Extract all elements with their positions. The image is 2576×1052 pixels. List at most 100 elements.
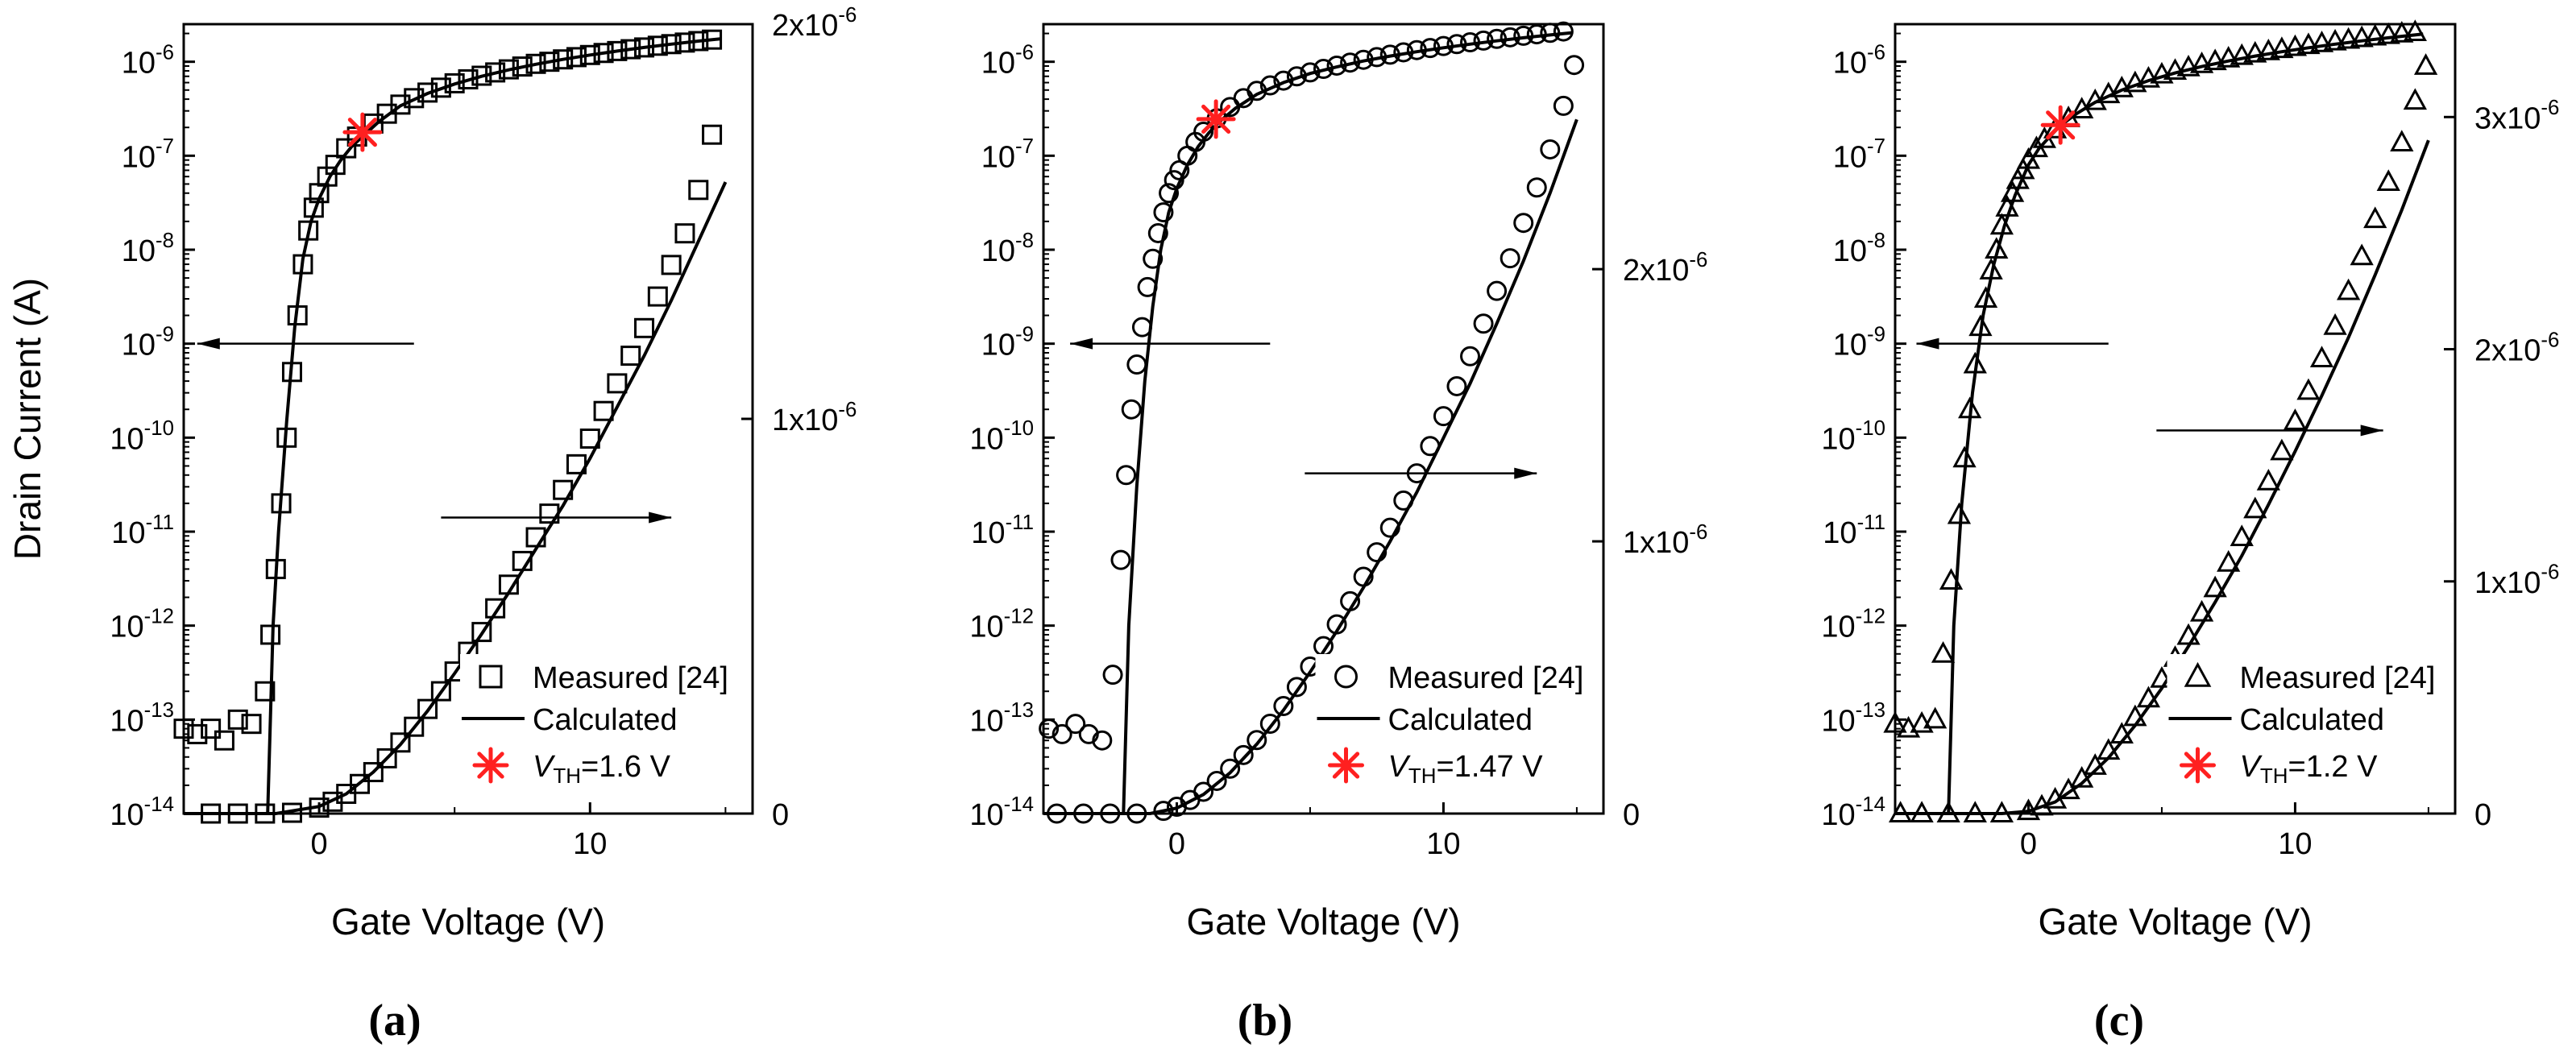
data-point bbox=[593, 400, 614, 421]
left-axis-arrow bbox=[1916, 338, 2109, 350]
legend-calculated-label: Calculated bbox=[533, 703, 678, 737]
legend-vth-label: VTH=1.2 V bbox=[2240, 750, 2379, 788]
data-point bbox=[688, 180, 709, 201]
data-point bbox=[2390, 21, 2414, 43]
data-point bbox=[2296, 378, 2321, 400]
legend: Measured [24] Calculated VTH=1.2 V bbox=[2167, 654, 2452, 799]
data-point bbox=[1923, 706, 1948, 729]
data-point bbox=[241, 714, 262, 735]
data-point bbox=[2403, 19, 2427, 42]
data-point bbox=[363, 762, 384, 783]
arrow-head bbox=[2360, 425, 2383, 437]
data-point bbox=[2243, 40, 2267, 63]
right-axis-arrow bbox=[441, 512, 672, 524]
plot-frame bbox=[1042, 23, 1605, 815]
legend-vth-label: VTH=1.47 V bbox=[1388, 750, 1544, 788]
data-point bbox=[1564, 55, 1585, 76]
data-point bbox=[1259, 713, 1280, 734]
right-tick-label: 0 bbox=[2474, 798, 2491, 832]
legend-measured-marker bbox=[479, 665, 503, 689]
left-axis-arrow bbox=[1070, 338, 1271, 350]
left-tick-label: 10-12 bbox=[969, 606, 1034, 644]
data-point bbox=[2203, 575, 2227, 598]
data-point bbox=[2350, 25, 2374, 48]
data-point bbox=[2163, 58, 2188, 80]
data-point bbox=[1193, 781, 1214, 802]
data-point bbox=[173, 719, 194, 739]
data-point bbox=[1513, 213, 1534, 234]
legend-measured-marker bbox=[2184, 661, 2212, 687]
arrow-head bbox=[1514, 467, 1537, 479]
right-tick-label: 2x10-6 bbox=[772, 4, 857, 43]
x-tick-label: 0 bbox=[2020, 827, 2037, 861]
series-calculated-linear-scale bbox=[184, 181, 728, 815]
data-point bbox=[417, 82, 438, 103]
left-tick-label: 10-9 bbox=[1833, 324, 1885, 362]
left-tick-label: 10-6 bbox=[1833, 42, 1885, 81]
data-point bbox=[1273, 696, 1294, 717]
data-point bbox=[1102, 665, 1123, 685]
data-point bbox=[1159, 183, 1180, 204]
data-point bbox=[2390, 130, 2414, 151]
calculated-line bbox=[184, 181, 728, 815]
data-point bbox=[260, 624, 281, 645]
left-tick-label: 10-7 bbox=[981, 135, 1034, 174]
calculated-line bbox=[1043, 118, 1578, 815]
data-point bbox=[1540, 139, 1561, 159]
data-point bbox=[2150, 61, 2174, 84]
legend-background bbox=[1315, 654, 1600, 799]
data-point bbox=[2336, 27, 2361, 49]
series-calculated-log-scale bbox=[266, 37, 720, 814]
legend: Measured [24] Calculated VTH=1.47 V bbox=[1315, 654, 1600, 799]
series-calculated-log-scale bbox=[1122, 31, 1572, 814]
data-point bbox=[607, 373, 628, 394]
data-point bbox=[702, 124, 723, 145]
plot-frame bbox=[1894, 23, 2457, 815]
data-point bbox=[1883, 710, 1907, 733]
legend-vth-marker bbox=[1328, 747, 1364, 784]
chart-panel-a: 10-14 10-13 10-12 10-11 10-10 10-9 10-8 10-7 10-… bbox=[110, 4, 857, 1046]
left-tick-label: 10-10 bbox=[110, 417, 174, 456]
left-tick-label: 10-11 bbox=[971, 512, 1034, 550]
x-axis-title: Gate Voltage (V) bbox=[2038, 901, 2312, 942]
x-tick-label: 0 bbox=[311, 827, 328, 861]
right-axis-arrow bbox=[2156, 425, 2383, 437]
data-point bbox=[336, 138, 357, 159]
vth-star-stroke bbox=[1201, 104, 1231, 134]
data-point bbox=[390, 94, 411, 115]
series-calculated-linear-scale bbox=[1043, 118, 1578, 815]
left-tick-label: 10-13 bbox=[969, 699, 1034, 738]
data-point bbox=[2296, 32, 2321, 55]
left-tick-label: 10-8 bbox=[981, 230, 1034, 268]
data-point bbox=[2243, 496, 2267, 519]
data-point bbox=[647, 286, 668, 307]
data-point bbox=[620, 346, 641, 367]
vth-star-stroke bbox=[2046, 110, 2076, 140]
data-point bbox=[255, 681, 276, 702]
data-point bbox=[2217, 549, 2241, 572]
data-point bbox=[2363, 23, 2387, 46]
x-axis-title: Gate Voltage (V) bbox=[1186, 901, 1460, 942]
data-point bbox=[404, 716, 425, 737]
left-tick-label: 10-13 bbox=[110, 699, 174, 738]
legend-measured-label: Measured [24] bbox=[533, 661, 728, 695]
data-point bbox=[2336, 278, 2361, 300]
data-point bbox=[2323, 28, 2347, 51]
vth-marker bbox=[2040, 105, 2080, 145]
data-point bbox=[1500, 248, 1520, 269]
calculated-line bbox=[1947, 32, 2424, 814]
data-point bbox=[1526, 177, 1547, 198]
chart-panel-c: 10-14 10-13 10-12 10-11 10-10 10-9 10-8 10-7 10-… bbox=[1821, 19, 2559, 1046]
left-tick-label: 10-12 bbox=[110, 606, 174, 644]
panel-label-c: (c) bbox=[2094, 996, 2144, 1046]
data-point bbox=[404, 88, 425, 109]
data-point bbox=[1065, 714, 1086, 735]
arrow-head bbox=[197, 338, 220, 350]
data-point bbox=[1164, 170, 1184, 191]
data-point bbox=[2256, 38, 2280, 60]
y-axis-title: Drain Current (A) bbox=[6, 278, 48, 560]
data-point bbox=[2376, 22, 2400, 44]
right-tick-label: 1x10-6 bbox=[772, 399, 857, 437]
